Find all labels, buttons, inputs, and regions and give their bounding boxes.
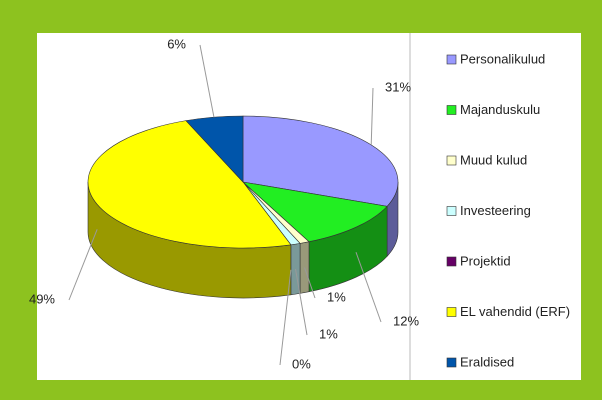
- legend-swatch: [446, 206, 457, 216]
- leader-line: [304, 267, 316, 299]
- legend-swatch: [446, 105, 457, 115]
- data-label: 12%: [393, 313, 419, 328]
- legend-swatch: [446, 307, 457, 317]
- legend-swatch: [446, 155, 457, 166]
- legend-label: Investeering: [460, 203, 531, 218]
- leader-line: [199, 44, 215, 118]
- data-label: 31%: [385, 79, 411, 94]
- data-label: 0%: [292, 356, 311, 371]
- slice: [87, 120, 292, 249]
- data-label: 6%: [167, 36, 186, 51]
- leader-line: [295, 269, 308, 336]
- leader-line: [279, 269, 292, 366]
- data-label: 1%: [327, 289, 346, 304]
- data-label: 49%: [29, 291, 55, 306]
- legend-label: Eraldised: [460, 354, 514, 369]
- legend-swatch: [446, 256, 457, 267]
- slice: [185, 115, 244, 183]
- leader-line: [355, 252, 382, 323]
- slice-side: [299, 241, 310, 294]
- data-label: 1%: [319, 326, 338, 341]
- legend-label: Muud kulud: [460, 152, 527, 167]
- legend-label: Majanduskulu: [460, 102, 540, 117]
- legend-label: EL vahendid (ERF): [460, 304, 570, 319]
- leader-line: [68, 229, 98, 301]
- leader-line: [370, 87, 374, 145]
- slice: [242, 181, 388, 243]
- legend-label: Projektid: [460, 253, 511, 268]
- legend-swatch: [446, 357, 457, 368]
- legend-label: Personalikulud: [460, 51, 545, 66]
- slice: [242, 115, 399, 207]
- legend-swatch: [446, 54, 457, 65]
